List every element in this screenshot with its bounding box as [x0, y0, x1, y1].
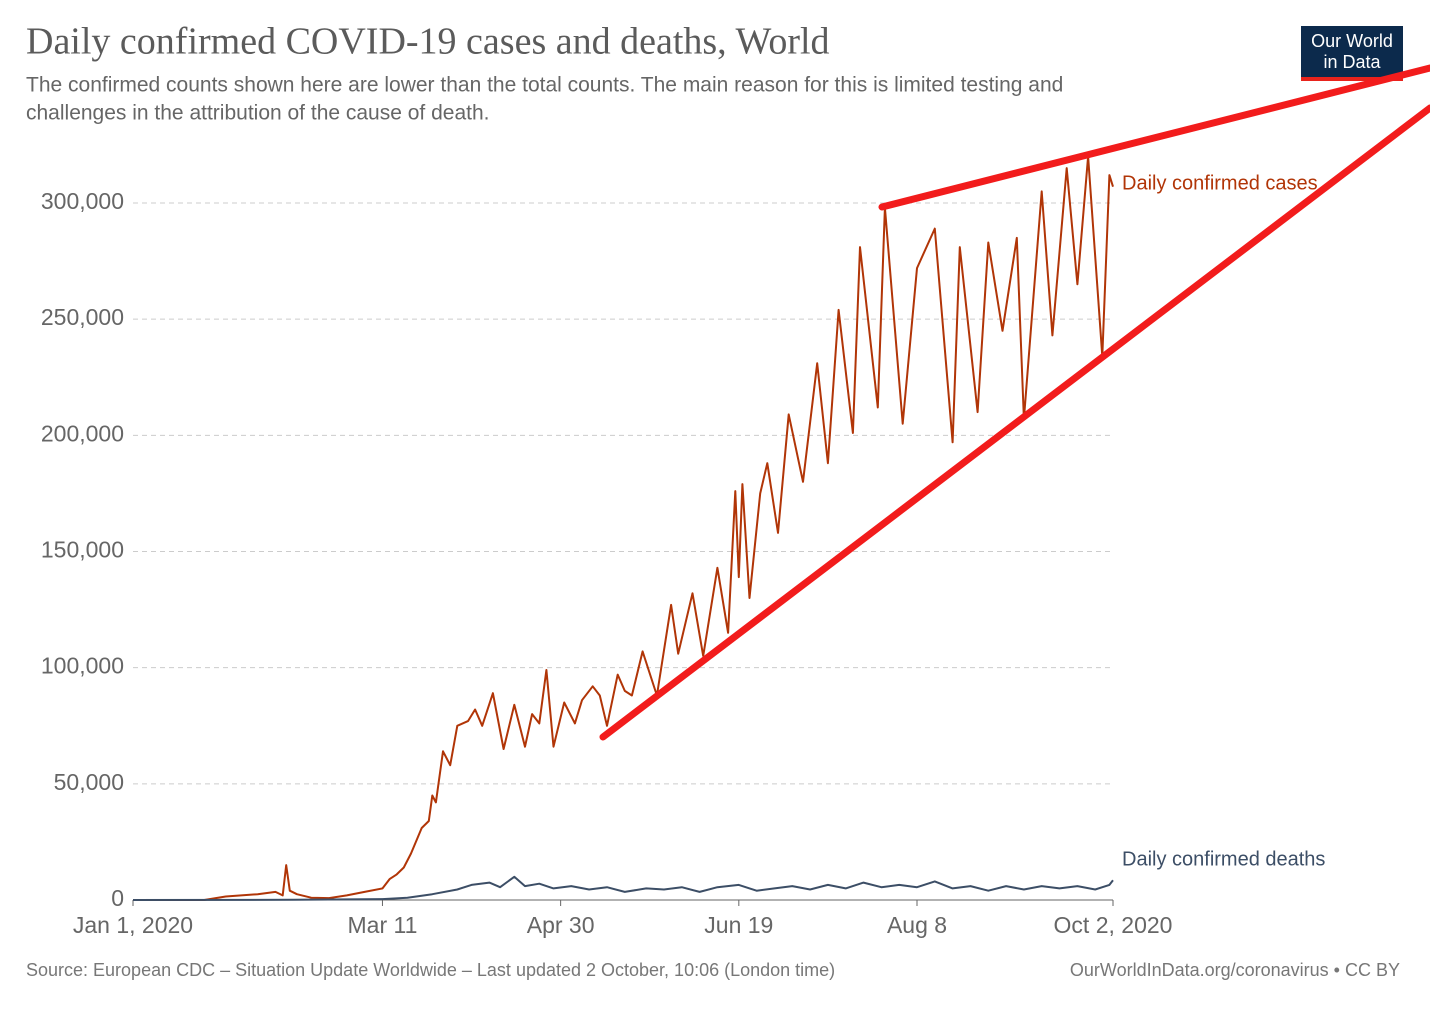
- logo-underline: [1301, 77, 1403, 81]
- x-tick-label: Jun 19: [704, 912, 773, 938]
- series-line: [133, 155, 1114, 901]
- x-tick-label: Oct 2, 2020: [1054, 912, 1173, 938]
- credit: OurWorldInData.org/coronavirus • CC BY: [1070, 960, 1400, 980]
- y-tick-label: 250,000: [41, 304, 124, 330]
- annotation-line: [599, 104, 1430, 741]
- plot: 0 50,000 100,000 150,000 200,000 250,000 300,0…: [41, 155, 1325, 938]
- logo-text: Our World: [1311, 31, 1393, 51]
- y-tick-label: 50,000: [54, 769, 124, 795]
- x-tick-label: Apr 30: [527, 912, 595, 938]
- logo-box: [1301, 26, 1403, 80]
- y-tick-label: 200,000: [41, 420, 124, 446]
- x-tick-label: Jan 1, 2020: [73, 912, 193, 938]
- subtitle: challenges in the attribution of the cau…: [26, 102, 490, 125]
- x-tick-label: Aug 8: [887, 912, 947, 938]
- logo-text: in Data: [1323, 52, 1381, 72]
- y-tick-label: 150,000: [41, 537, 124, 563]
- chart-title: Daily confirmed COVID-19 cases and death…: [26, 21, 830, 63]
- y-tick-label: 0: [111, 885, 124, 911]
- annotation-line: [878, 64, 1430, 211]
- y-tick-label: 100,000: [41, 653, 124, 679]
- series-label: Daily confirmed cases: [1122, 172, 1318, 194]
- x-tick-label: Mar 11: [348, 912, 418, 938]
- series-line: [132, 875, 1114, 901]
- subtitle: The confirmed counts shown here are lowe…: [26, 74, 1063, 97]
- y-tick-label: 300,000: [41, 188, 124, 214]
- series-label: Daily confirmed deaths: [1122, 849, 1325, 871]
- source: Source: European CDC – Situation Update …: [26, 960, 835, 980]
